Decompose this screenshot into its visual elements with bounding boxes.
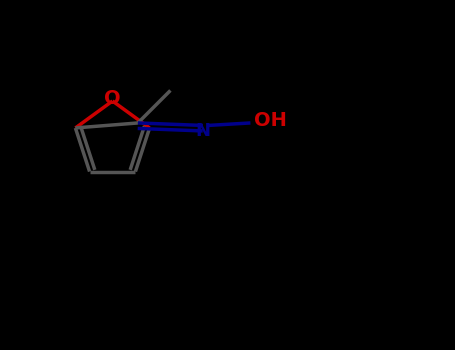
Text: OH: OH [254,111,287,130]
Text: N: N [195,122,210,140]
Text: O: O [104,89,121,108]
